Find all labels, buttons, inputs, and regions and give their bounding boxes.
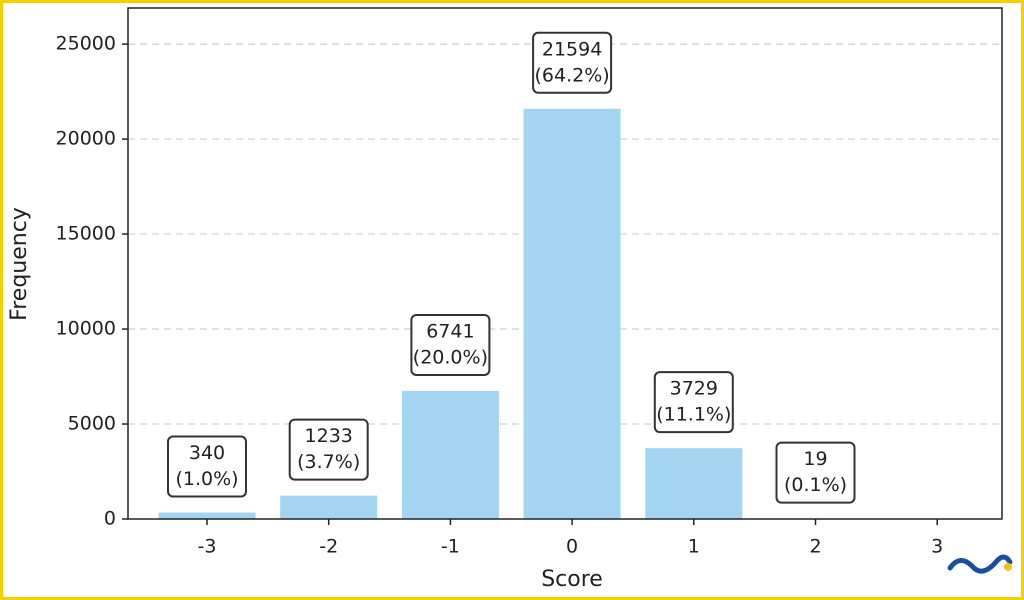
data-label-percent: (11.1%): [656, 404, 731, 426]
x-tick-label: 2: [809, 536, 821, 558]
data-label: 21594 (64.2%): [532, 31, 613, 94]
x-tick-label: 1: [688, 536, 700, 558]
data-label-box: [288, 418, 369, 481]
data-label-percent: (20.0%): [413, 346, 488, 368]
bar: [523, 108, 621, 519]
bar: [401, 390, 499, 519]
data-label-box: [653, 371, 734, 434]
plot-border: [127, 7, 1003, 520]
bar: [645, 448, 743, 519]
data-label-value: 1233: [305, 425, 353, 447]
y-tick-label: 0: [104, 508, 116, 530]
y-tick-label: 25000: [56, 33, 116, 55]
data-label-box: [410, 313, 491, 376]
data-label-box: [167, 435, 247, 498]
x-tick-label: -1: [441, 536, 460, 558]
x-axis-label: Score: [541, 567, 603, 592]
data-label-value: 21594: [542, 38, 602, 60]
x-tick-label: 0: [566, 536, 578, 558]
data-label-percent: (1.0%): [175, 468, 238, 490]
data-label: 340 (1.0%): [167, 435, 247, 498]
logo: [947, 554, 1013, 574]
data-label-value: 19: [803, 448, 827, 470]
data-label-box: [532, 31, 613, 94]
y-tick-label: 20000: [56, 128, 116, 150]
bar: [280, 495, 378, 519]
y-tick-label: 5000: [68, 413, 116, 435]
data-label-value: 3729: [670, 378, 718, 400]
data-label-value: 340: [189, 442, 225, 464]
y-tick-label: 15000: [56, 223, 116, 245]
data-label: 19 (0.1%): [775, 441, 856, 504]
x-tick-label: -2: [319, 536, 338, 558]
data-label-value: 6741: [426, 320, 474, 342]
data-label: 3729 (11.1%): [653, 371, 734, 434]
data-label-percent: (3.7%): [297, 451, 360, 473]
bar: [158, 512, 256, 519]
y-axis-label: Frequency: [7, 207, 32, 321]
y-tick-label: 10000: [56, 318, 116, 340]
x-tick-label: -3: [198, 536, 217, 558]
data-label-percent: (0.1%): [784, 474, 847, 496]
data-label-box: [775, 441, 856, 504]
data-label: 6741 (20.0%): [410, 313, 491, 376]
data-label: 1233 (3.7%): [288, 418, 369, 481]
x-tick-label: 3: [931, 536, 943, 558]
data-label-percent: (64.2%): [535, 64, 610, 86]
